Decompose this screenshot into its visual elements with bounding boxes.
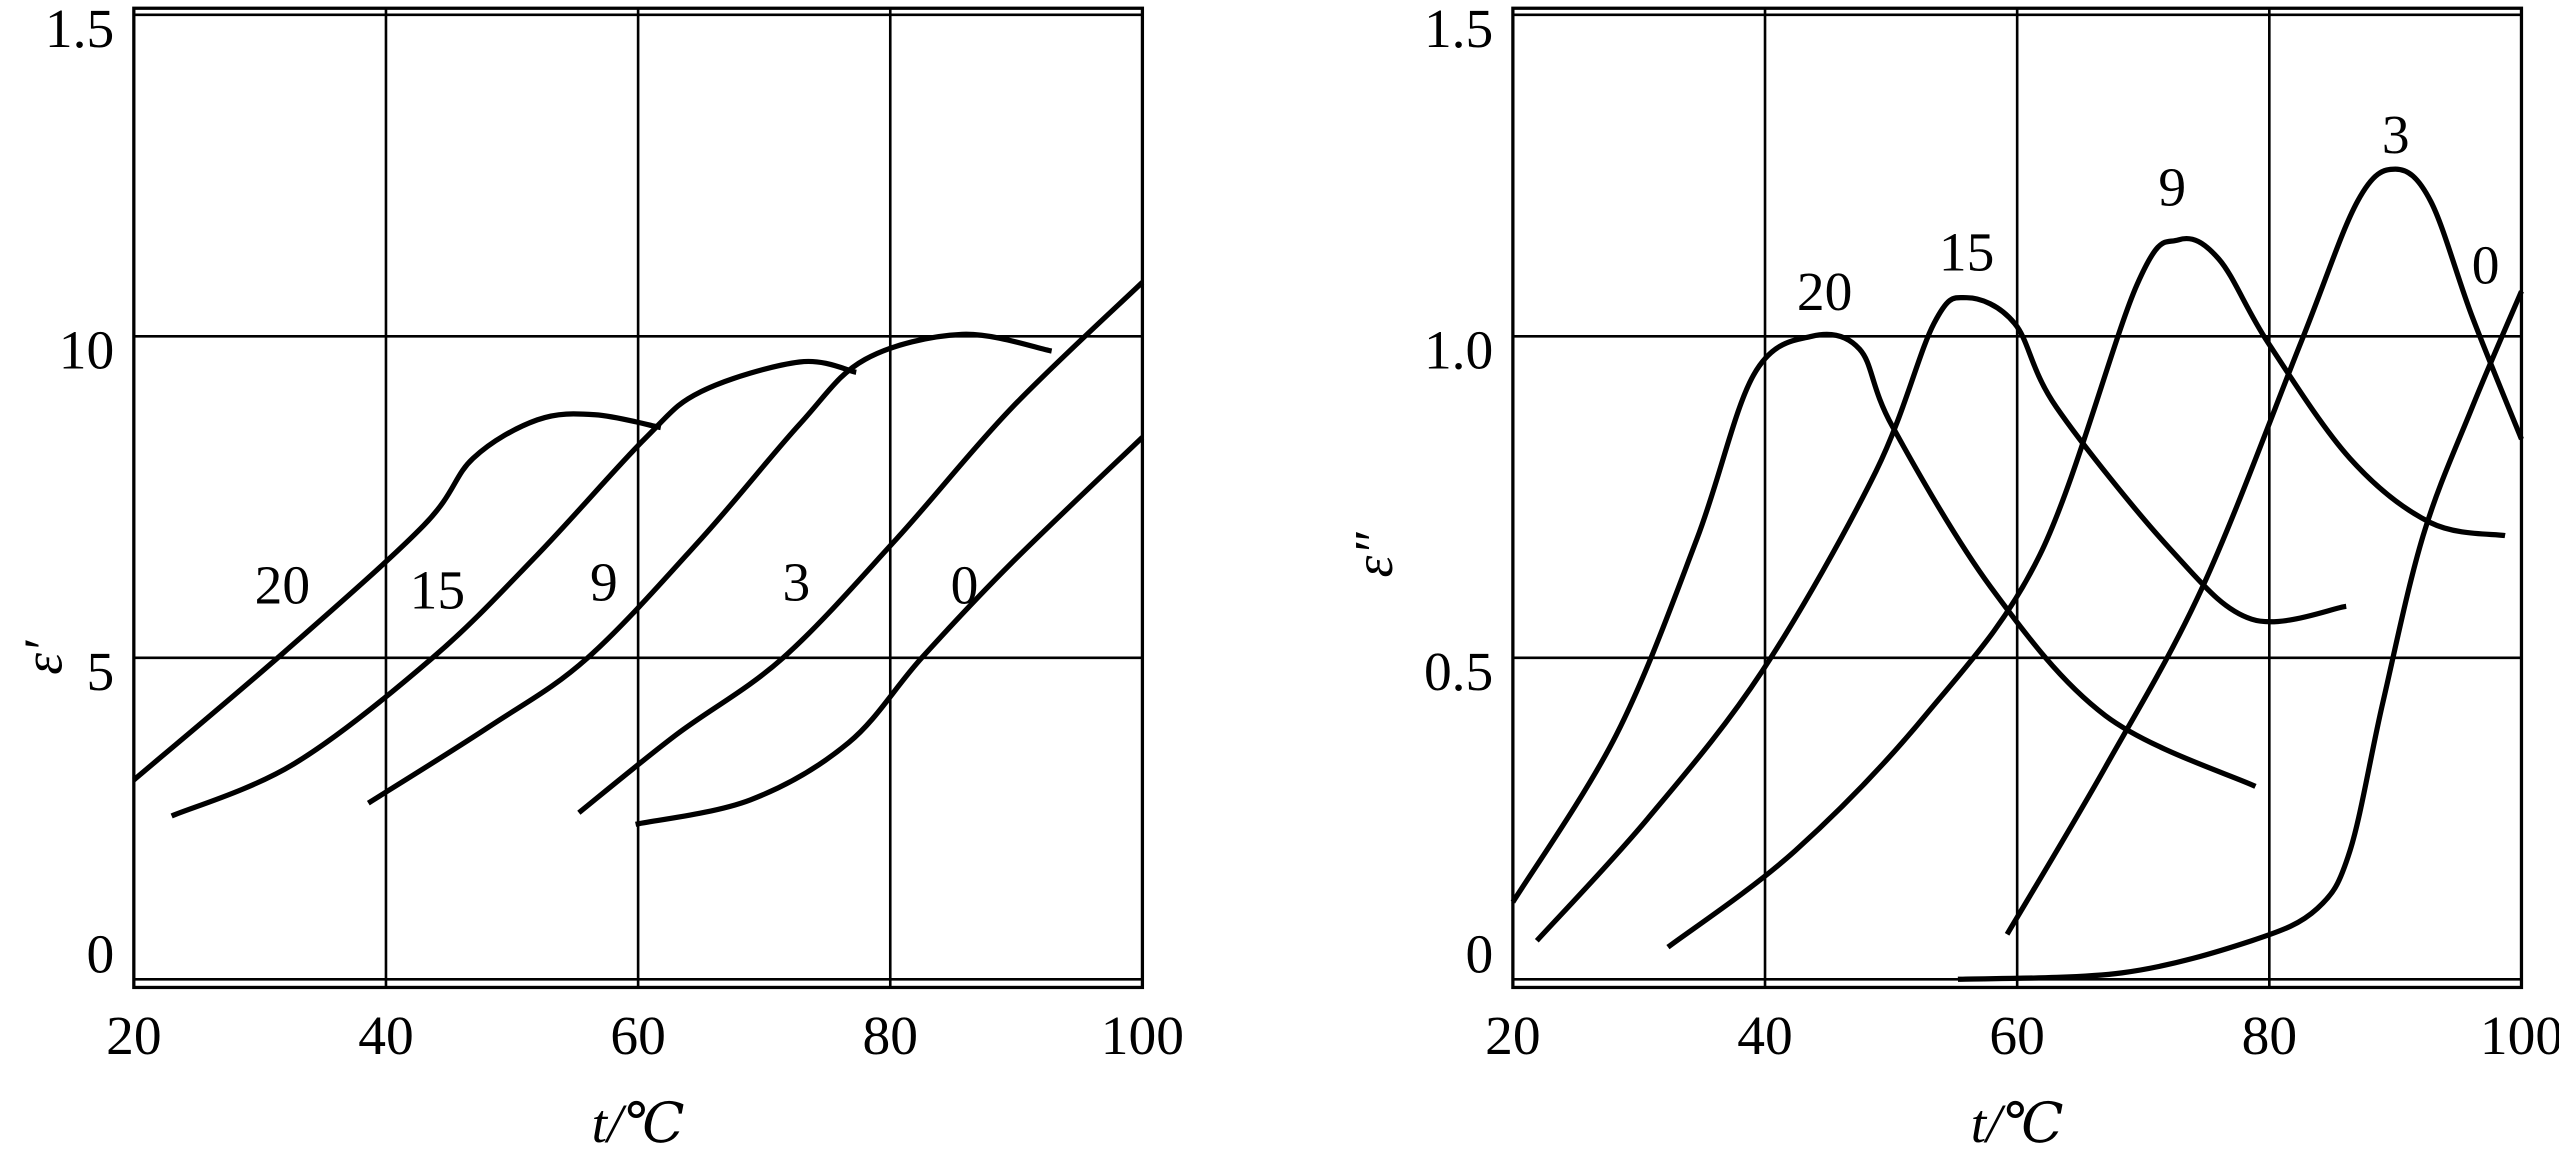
y-tick-label: 5 xyxy=(87,642,115,703)
x-axis-label: t/℃ xyxy=(592,1094,685,1154)
x-tick-label: 40 xyxy=(358,1006,413,1067)
x-tick-label: 100 xyxy=(1101,1006,1184,1067)
curve xyxy=(1510,331,2257,904)
x-tick-label: 80 xyxy=(863,1006,918,1067)
x-tick-label: 60 xyxy=(1989,1006,2044,1067)
curve xyxy=(2004,166,2524,936)
y-tick-label: 1.0 xyxy=(1424,321,1493,382)
y-tick-label: 1.5 xyxy=(45,0,114,60)
x-tick-label: 100 xyxy=(2480,1006,2559,1067)
curve xyxy=(366,331,1053,806)
plot-frame xyxy=(132,6,1145,990)
x-axis-label: t/℃ xyxy=(1971,1094,2064,1154)
y-axis-label: ε″ xyxy=(1344,532,1405,578)
y-axis-label: ε′ xyxy=(14,640,75,675)
y-tick-label: 1.5 xyxy=(1424,0,1493,60)
x-tick-label: 60 xyxy=(610,1006,665,1067)
curve xyxy=(170,358,857,819)
curve-label: 0 xyxy=(2472,236,2500,297)
curve-label: 3 xyxy=(2382,105,2410,166)
x-tick-label: 80 xyxy=(2242,1006,2297,1067)
curve-label: 15 xyxy=(1939,223,1994,284)
curve xyxy=(1534,295,2347,943)
curve-label: 3 xyxy=(783,552,811,613)
curve xyxy=(577,280,1145,815)
curve xyxy=(1957,290,2524,982)
x-tick-label: 20 xyxy=(1485,1006,1540,1067)
curve xyxy=(132,411,662,782)
curve-label: 20 xyxy=(255,556,310,617)
y-tick-label: 0.5 xyxy=(1424,642,1493,703)
x-tick-label: 40 xyxy=(1737,1006,1792,1067)
curve-label: 0 xyxy=(951,556,979,617)
curve-label: 20 xyxy=(1797,262,1852,323)
x-tick-label: 20 xyxy=(106,1006,161,1067)
y-tick-label: 0 xyxy=(87,924,115,985)
curve xyxy=(1666,236,2506,950)
curve xyxy=(635,435,1145,827)
y-tick-label: 0 xyxy=(1466,924,1494,985)
curve-label: 15 xyxy=(410,561,465,622)
plot-frame xyxy=(1511,6,2524,990)
curve-label: 9 xyxy=(2158,157,2186,218)
y-tick-label: 10 xyxy=(59,321,114,382)
curve-label: 9 xyxy=(590,552,618,613)
